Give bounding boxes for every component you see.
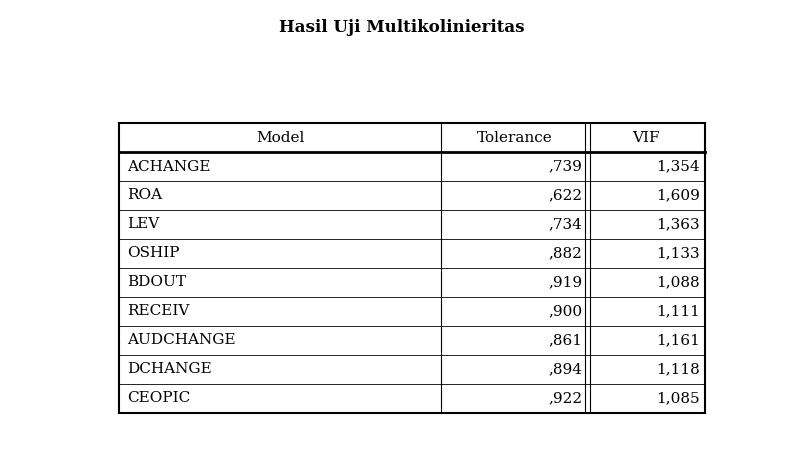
Text: Hasil Uji Multikolinieritas: Hasil Uji Multikolinieritas [279,19,524,36]
Text: ,734: ,734 [548,218,582,231]
Text: ,622: ,622 [548,188,582,202]
Text: BDOUT: BDOUT [127,275,185,289]
Text: ,900: ,900 [548,304,582,318]
Text: AUDCHANGE: AUDCHANGE [127,333,235,347]
Text: 1,161: 1,161 [655,333,699,347]
Text: ,882: ,882 [548,247,582,260]
Text: ,894: ,894 [548,362,582,376]
Text: ,922: ,922 [548,391,582,405]
Text: 1,133: 1,133 [655,247,699,260]
Text: RECEIV: RECEIV [127,304,189,318]
Text: 1,111: 1,111 [655,304,699,318]
Text: ,739: ,739 [548,159,582,174]
Text: 1,085: 1,085 [655,391,699,405]
Text: 1,088: 1,088 [655,275,699,289]
Text: 1,118: 1,118 [655,362,699,376]
Text: OSHIP: OSHIP [127,247,179,260]
Text: 1,363: 1,363 [655,218,699,231]
Text: ACHANGE: ACHANGE [127,159,210,174]
Text: VIF: VIF [632,130,659,145]
Text: DCHANGE: DCHANGE [127,362,211,376]
Text: Tolerance: Tolerance [476,130,552,145]
Text: 1,609: 1,609 [655,188,699,202]
Text: 1,354: 1,354 [655,159,699,174]
Text: ROA: ROA [127,188,161,202]
Text: Model: Model [256,130,304,145]
Text: ,861: ,861 [548,333,582,347]
Text: ,919: ,919 [548,275,582,289]
Text: LEV: LEV [127,218,159,231]
Text: CEOPIC: CEOPIC [127,391,190,405]
